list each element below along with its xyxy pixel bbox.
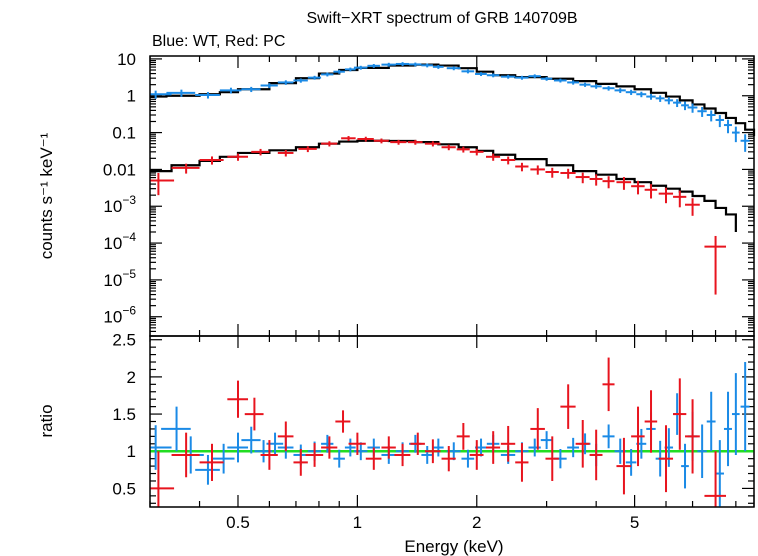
pc-ratio-series: [150, 357, 727, 507]
wt-ratio-series: [150, 362, 750, 507]
ratio-frame: [149, 335, 755, 508]
x-tick-label: 2: [472, 513, 481, 532]
wt-series: [150, 62, 750, 152]
x-tick-label: 0.5: [226, 513, 250, 532]
y-tick-label: 0.01: [103, 160, 136, 179]
pc-model-line: [150, 139, 737, 232]
y-tick-label: 2: [127, 368, 136, 387]
y-tick-label: 1: [127, 442, 136, 461]
x-tick-label: 1: [353, 513, 362, 532]
y-axis-label-spectrum: counts s⁻¹ keV⁻¹: [37, 132, 56, 259]
pc-series: [150, 136, 727, 295]
y-tick-label: 0.1: [112, 124, 136, 143]
y-tick-label: 1: [127, 87, 136, 106]
x-tick-label: 5: [630, 513, 639, 532]
wt-model-line: [150, 63, 756, 137]
y-axis-label-ratio: ratio: [37, 404, 56, 437]
chart-title: Swift−XRT spectrum of GRB 140709B: [306, 10, 577, 27]
ratio-panel: 0.5 1 2 5 0.5 1 1.5 2 2.5: [112, 331, 755, 532]
y-tick-label: 1.5: [112, 405, 136, 424]
y-tick-label: 2.5: [112, 331, 136, 350]
y-tick-label: 10−3: [103, 193, 136, 216]
y-tick-label: 10−4: [103, 230, 136, 253]
chart-subtitle: Blue: WT, Red: PC: [152, 33, 285, 50]
spectrum-panel: 10 1 0.1 0.01 10−3 10−4 10−5 10−6: [103, 50, 756, 337]
y-tick-label: 10: [117, 50, 136, 69]
ratio-frame-overlay: [149, 335, 755, 508]
y-tick-label: 0.5: [112, 479, 136, 498]
y-tick-label: 10−6: [103, 304, 136, 327]
y-tick-label: 10−5: [103, 267, 136, 290]
x-axis-label: Energy (keV): [404, 537, 503, 556]
